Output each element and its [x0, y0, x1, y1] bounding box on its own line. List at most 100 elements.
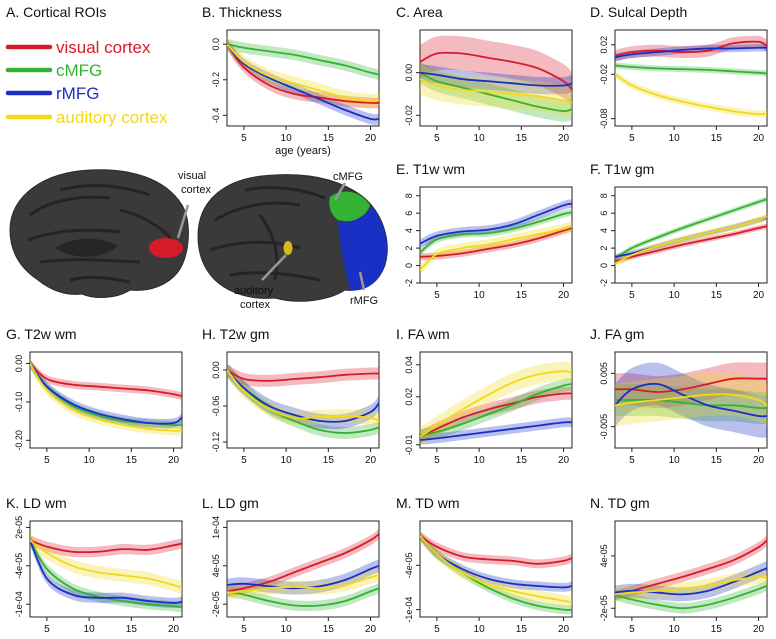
confidence-band — [420, 224, 572, 261]
x-tick-label: 10 — [474, 455, 486, 466]
series-group — [615, 534, 767, 614]
x-tick-label: 5 — [44, 455, 50, 466]
y-tick-label: 6 — [599, 211, 609, 216]
series-group — [615, 196, 767, 268]
chart-K: K. LD wm 5 10 15 20 2e-05 -4e-05 -1e-04 — [6, 495, 183, 635]
series-group — [30, 358, 182, 436]
y-tick-label: 0.02 — [404, 388, 414, 406]
plot-frame — [419, 351, 573, 449]
series-line — [420, 71, 572, 87]
chart-D: D. Sulcal Depth 5 10 15 20 0.02 -0.02 -0.08 — [590, 4, 768, 144]
x-tick-label: 10 — [474, 290, 486, 301]
auditory-pointer — [261, 254, 287, 281]
chart-B: B. Thickness 5 10 15 20 0.0 -0.2 -0.4 age (years… — [202, 4, 380, 157]
confidence-band — [30, 535, 182, 609]
legend: visual cortex cMFG rMFG auditory cortex — [5, 38, 168, 127]
chart-title: E. T1w wm — [396, 161, 465, 177]
x-tick-label: 10 — [84, 455, 96, 466]
series-line — [420, 370, 572, 438]
x-tick-label: 5 — [434, 133, 440, 144]
confidence-band — [615, 213, 767, 268]
plot-frame — [226, 29, 380, 127]
series-line — [615, 215, 767, 265]
confidence-band — [227, 362, 379, 430]
y-tick-label: 6 — [404, 211, 414, 216]
x-tick-label: 20 — [753, 290, 765, 301]
y-tick-label: -0.06 — [211, 396, 221, 417]
chart-L: L. LD gm 5 10 15 20 1e-04 4e-05 -2e-05 — [202, 495, 380, 635]
series-line — [227, 533, 379, 593]
x-tick-label: 5 — [434, 624, 440, 635]
y-tick-label: 4 — [599, 228, 609, 233]
series-line — [615, 575, 767, 596]
series-group — [227, 362, 379, 439]
series-line — [615, 377, 767, 393]
x-tick-label: 20 — [558, 290, 570, 301]
brain-lateral-view: cMFG auditory cortex rMFG — [197, 171, 388, 311]
plot-frame — [419, 520, 573, 618]
series-line — [30, 363, 182, 432]
chart-title: D. Sulcal Depth — [590, 4, 687, 20]
chart-title: G. T2w wm — [6, 326, 77, 342]
roi-panel: A. Cortical ROIs visual cortex cMFG rMFG… — [5, 4, 388, 311]
y-tick-label: -0.2 — [211, 72, 221, 88]
series-line — [30, 362, 182, 425]
plot-frame — [226, 520, 380, 618]
series-line — [30, 539, 182, 604]
x-tick-label: 20 — [365, 133, 377, 144]
confidence-band — [615, 362, 767, 408]
series-line — [420, 227, 572, 258]
x-tick-label: 15 — [126, 624, 138, 635]
x-tick-label: 15 — [323, 455, 335, 466]
y-tick-label: 0.02 — [599, 36, 609, 54]
y-tick-label: 2 — [599, 246, 609, 251]
plot-frame — [419, 29, 573, 127]
series-line — [420, 392, 572, 438]
series-line — [615, 64, 767, 75]
visual-label-line2: cortex — [181, 184, 211, 196]
x-tick-label: 5 — [241, 455, 247, 466]
y-tick-label: 0.0 — [211, 38, 221, 51]
series-line — [30, 362, 182, 398]
series-line — [227, 43, 379, 104]
y-tick-label: 4e-05 — [211, 554, 221, 577]
y-tick-label: -0.02 — [599, 64, 609, 85]
rmfg-pointer — [358, 271, 366, 291]
x-tick-label: 5 — [434, 455, 440, 466]
series-line — [615, 393, 767, 407]
series-line — [30, 539, 182, 554]
y-tick-label: 0.005 — [599, 362, 609, 385]
x-tick-label: 20 — [558, 133, 570, 144]
x-tick-label: 20 — [365, 624, 377, 635]
x-tick-label: 20 — [558, 624, 570, 635]
y-tick-label: -2 — [404, 279, 414, 287]
series-line — [420, 78, 572, 104]
plot-frame — [419, 186, 573, 284]
x-tick-label: 20 — [168, 455, 180, 466]
series-line — [227, 369, 379, 422]
y-tick-label: 0.00 — [211, 361, 221, 379]
confidence-band — [420, 531, 572, 569]
series-group — [420, 361, 572, 447]
y-tick-label: -0.08 — [599, 108, 609, 129]
chart-I: I. FA wm 5 10 15 20 0.04 0.02 -0.01 — [396, 326, 573, 466]
x-tick-label: 10 — [669, 455, 681, 466]
chart-N: N. TD gm 5 10 15 20 4e-05 -2e-05 — [590, 495, 768, 635]
series-line — [227, 43, 379, 76]
x-tick-label: 20 — [753, 624, 765, 635]
series-line — [615, 198, 767, 260]
series-group — [615, 35, 767, 118]
series-line — [227, 43, 379, 121]
confidence-band — [615, 372, 767, 427]
confidence-band — [615, 569, 767, 602]
y-tick-label: -0.12 — [211, 432, 221, 453]
series-line — [420, 383, 572, 437]
x-tick-label: 10 — [669, 290, 681, 301]
y-tick-label: -0.20 — [14, 430, 24, 451]
series-line — [420, 421, 572, 441]
confidence-band — [30, 533, 182, 595]
x-tick-label: 15 — [516, 624, 528, 635]
x-tick-label: 5 — [241, 133, 247, 144]
x-tick-label: 20 — [365, 455, 377, 466]
visual-cortex-roi — [149, 238, 183, 258]
